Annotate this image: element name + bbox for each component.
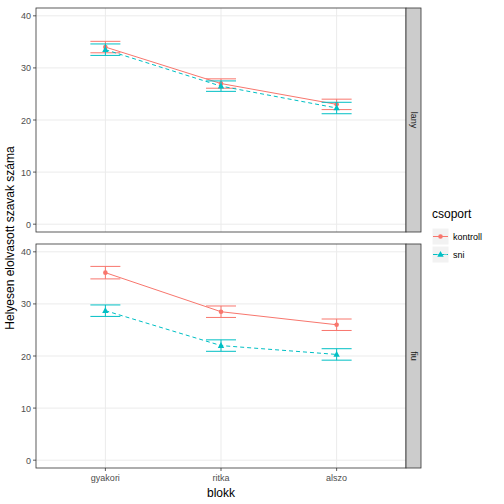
error-bar-cap xyxy=(206,339,236,340)
legend-label: sni xyxy=(453,250,465,260)
legend-title: csoport xyxy=(432,207,472,221)
strip xyxy=(406,8,421,232)
data-point xyxy=(103,270,108,275)
panel-background xyxy=(36,8,406,232)
error-bar-cap xyxy=(206,80,236,81)
data-point xyxy=(334,322,339,327)
series-line xyxy=(105,311,336,355)
legend-marker xyxy=(437,251,443,257)
tick-mark xyxy=(336,468,337,471)
series-line xyxy=(105,47,336,104)
error-bar-cap xyxy=(322,348,352,349)
tick-label: 20 xyxy=(21,352,31,362)
y-axis-label: Helyesen elolvasott szavak száma xyxy=(3,146,17,330)
tick-mark xyxy=(33,120,36,121)
error-bar xyxy=(206,79,236,88)
tick-mark xyxy=(33,224,36,225)
error-bar-cap xyxy=(90,266,120,267)
tick-label: 40 xyxy=(21,247,31,257)
error-bar-cap xyxy=(206,91,236,92)
error-bar xyxy=(90,41,120,52)
legend-key xyxy=(432,246,449,263)
grid-line xyxy=(105,244,106,468)
error-bar xyxy=(322,102,352,113)
data-point xyxy=(333,351,339,357)
tick-label: 10 xyxy=(21,168,31,178)
panel-background xyxy=(36,244,406,468)
error-bar xyxy=(90,44,120,55)
strip-label: fiu xyxy=(409,351,419,361)
data-point xyxy=(102,307,108,313)
data-point xyxy=(102,46,108,52)
error-bar-cap xyxy=(322,102,352,103)
error-bar-cap xyxy=(90,55,120,56)
error-bar-cap xyxy=(322,330,352,331)
tick-label: 0 xyxy=(26,456,31,466)
data-group xyxy=(90,266,351,360)
error-bar xyxy=(206,306,236,317)
tick-mark xyxy=(33,408,36,409)
data-point xyxy=(218,342,224,348)
grid-line xyxy=(221,8,222,232)
tick-mark xyxy=(33,251,36,252)
panel-border xyxy=(36,244,406,468)
error-bar-cap xyxy=(322,113,352,114)
error-bar-cap xyxy=(90,41,120,42)
series-line xyxy=(105,273,336,325)
tick-label: gyakori xyxy=(91,473,120,483)
tick-label: ritka xyxy=(212,473,229,483)
error-bar-cap xyxy=(322,360,352,361)
strip xyxy=(406,244,421,468)
legend-key xyxy=(432,228,449,245)
error-bar-cap xyxy=(206,305,236,306)
tick-label: 30 xyxy=(21,63,31,73)
data-group xyxy=(90,41,351,113)
error-bar-cap xyxy=(90,304,120,305)
tick-mark xyxy=(33,67,36,68)
error-bar-cap xyxy=(322,99,352,100)
legend-marker xyxy=(438,234,443,239)
grid-line xyxy=(221,244,222,468)
error-bar-cap xyxy=(90,316,120,317)
error-bar xyxy=(206,81,236,91)
error-bar xyxy=(206,340,236,351)
error-bar xyxy=(90,266,120,279)
error-bar-cap xyxy=(90,278,120,279)
error-bar-cap xyxy=(322,319,352,320)
error-bar-cap xyxy=(206,351,236,352)
tick-label: 40 xyxy=(21,11,31,21)
tick-mark xyxy=(105,468,106,471)
strip-label: lany xyxy=(409,112,419,129)
error-bar xyxy=(322,349,352,360)
tick-mark xyxy=(33,356,36,357)
error-bar-cap xyxy=(206,317,236,318)
tick-mark xyxy=(33,303,36,304)
data-point xyxy=(218,83,224,89)
error-bar xyxy=(90,305,120,316)
panel-border xyxy=(36,8,406,232)
error-bar xyxy=(322,319,352,330)
legend-label: kontroll xyxy=(453,232,482,242)
tick-label: 10 xyxy=(21,404,31,414)
data-point xyxy=(333,105,339,111)
tick-label: 20 xyxy=(21,116,31,126)
grid-line xyxy=(336,8,337,232)
tick-label: alszo xyxy=(326,473,347,483)
error-bar-cap xyxy=(206,78,236,79)
x-axis-label: blokk xyxy=(207,486,236,500)
data-point xyxy=(219,309,224,314)
tick-mark xyxy=(33,172,36,173)
series-line xyxy=(105,50,336,108)
tick-label: 30 xyxy=(21,299,31,309)
tick-mark xyxy=(221,468,222,471)
tick-mark xyxy=(33,460,36,461)
tick-mark xyxy=(33,15,36,16)
error-bar-cap xyxy=(90,43,120,44)
tick-label: 0 xyxy=(26,220,31,230)
